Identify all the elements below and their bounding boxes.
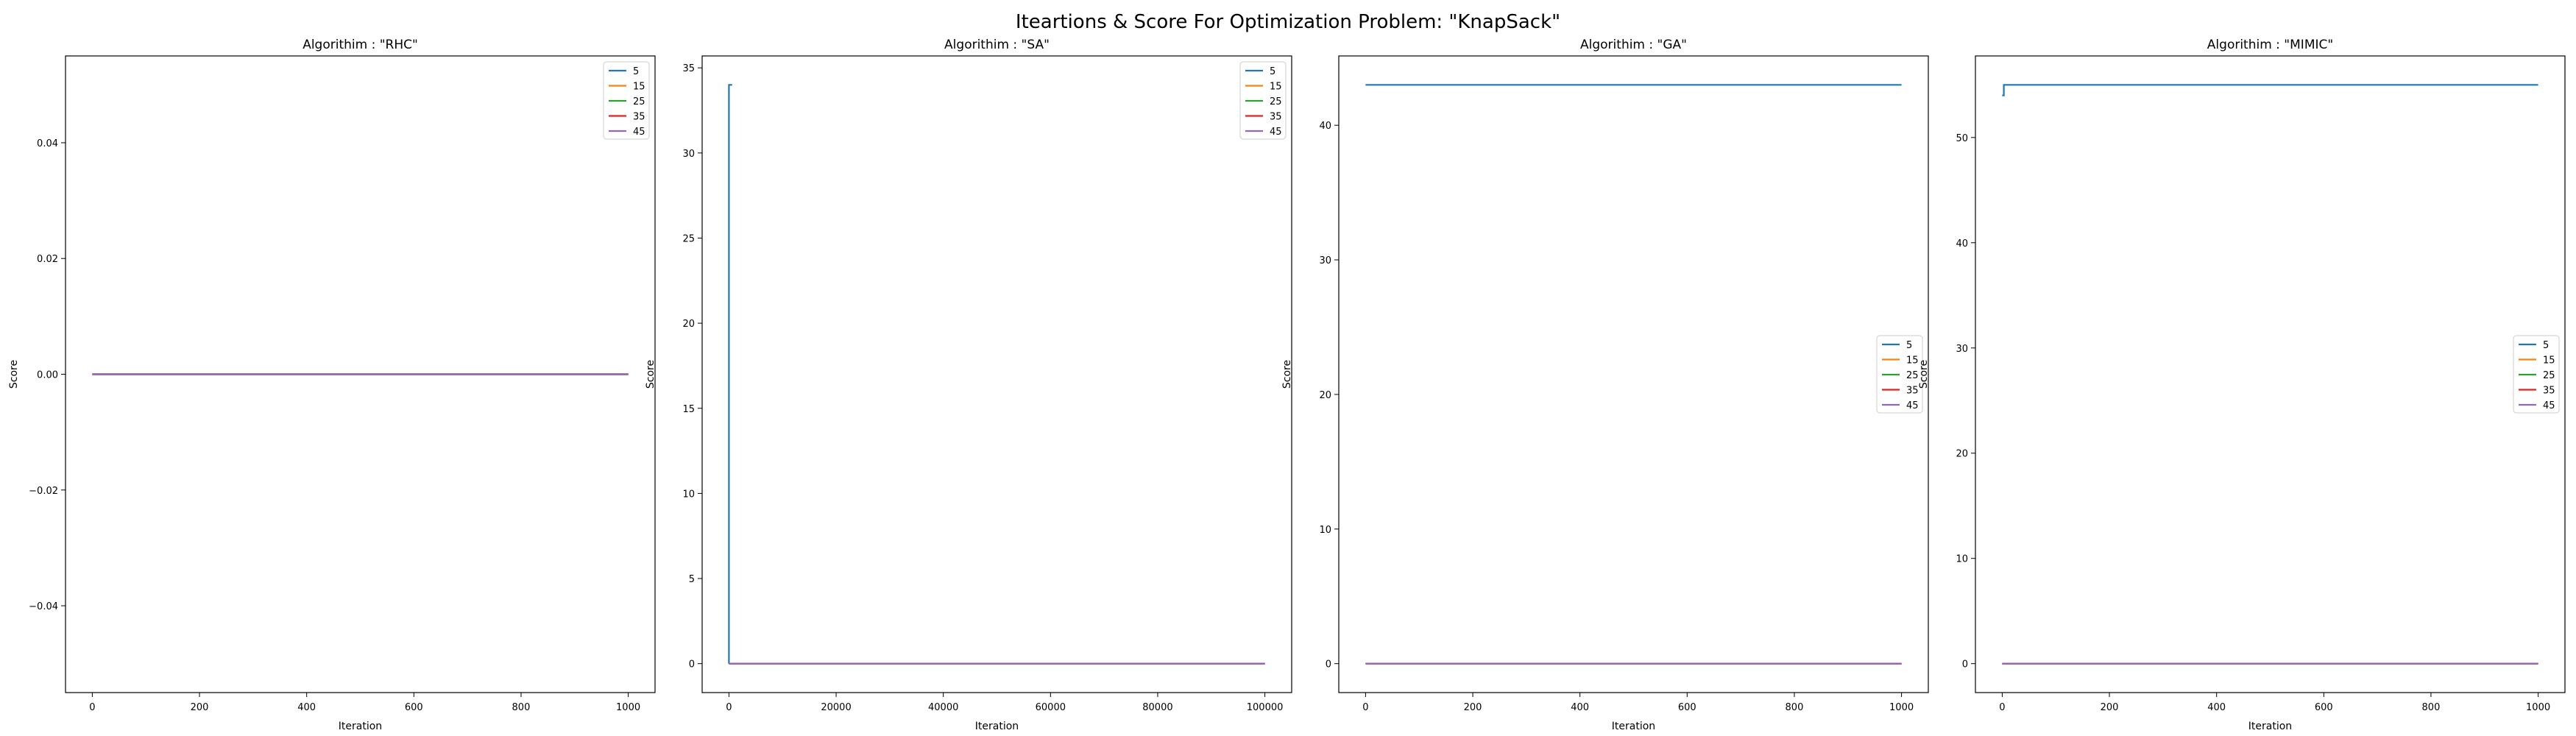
y-tick-label: 20 [682, 319, 695, 330]
legend-label: 25 [1906, 370, 1919, 381]
plot-frame [1975, 55, 2566, 693]
x-tick-label: 200 [1464, 702, 1482, 713]
y-tick-label: 20 [1319, 390, 1331, 401]
y-tick-label: 25 [682, 233, 695, 244]
y-tick-label: 30 [1319, 255, 1331, 266]
x-tick-label: 1000 [1889, 702, 1914, 713]
legend: 5 15 25 35 45 [1239, 61, 1287, 140]
x-axis-label: Iteration [975, 721, 1019, 732]
subplot-0: Algorithim : "RHC" Iteration Score 0 200 400 6… [8, 38, 656, 732]
legend-label: 5 [633, 66, 639, 77]
x-tick-label: 20000 [821, 702, 851, 713]
legend-label: 45 [1906, 400, 1919, 411]
y-tick-label: 0.04 [37, 138, 58, 149]
legend-label: 5 [2543, 340, 2549, 351]
legend: 5 15 25 35 45 [1876, 335, 1923, 414]
subplot-title: Algorithim : "GA" [1580, 38, 1687, 52]
y-tick-label: 10 [1956, 554, 1968, 565]
legend-label: 45 [633, 127, 645, 138]
subplot-1: Algorithim : "SA" Iteration Score 0 20000 400… [645, 38, 1292, 732]
legend-label: 5 [1906, 340, 1912, 351]
legend-label: 35 [1270, 112, 1282, 123]
legend-label: 25 [633, 96, 645, 107]
legend: 5 15 25 35 45 [603, 61, 650, 140]
subplot-title: Algorithim : "SA" [944, 38, 1050, 52]
y-tick-label: 0 [689, 659, 695, 670]
y-tick-label: 40 [1956, 238, 1968, 250]
x-tick-label: 600 [405, 702, 423, 713]
subplot-title: Algorithim : "MIMIC" [2207, 38, 2333, 52]
legend-label: 25 [2543, 370, 2555, 381]
y-axis-label: Score [8, 360, 20, 389]
series-line-5 [2002, 84, 2538, 96]
legend-label: 45 [2543, 400, 2555, 411]
x-tick-label: 800 [1786, 702, 1804, 713]
x-tick-label: 1000 [616, 702, 640, 713]
legend-label: 15 [2543, 355, 2555, 367]
x-tick-label: 600 [2315, 702, 2333, 713]
legend-label: 35 [633, 112, 645, 123]
legend-label: 35 [2543, 386, 2555, 397]
figure-title: Iteartions & Score For Optimization Prob… [1016, 11, 1560, 33]
x-tick-label: 400 [1571, 702, 1589, 713]
legend-label: 15 [1270, 82, 1282, 93]
plot-frame [1338, 55, 1929, 693]
legend-label: 25 [1270, 96, 1282, 107]
y-tick-label: 15 [682, 404, 695, 415]
x-tick-label: 200 [191, 702, 209, 713]
y-tick-label: 20 [1956, 449, 1968, 460]
x-tick-label: 60000 [1036, 702, 1066, 713]
y-tick-label: 35 [682, 63, 695, 74]
y-tick-label: −0.02 [29, 486, 58, 497]
y-tick-label: 0 [1962, 659, 1968, 670]
subplot-title: Algorithim : "RHC" [302, 38, 418, 52]
legend-label: 35 [1906, 386, 1919, 397]
y-tick-label: 10 [682, 489, 695, 500]
legend-label: 5 [1270, 66, 1275, 77]
legend-label: 45 [1270, 127, 1282, 138]
y-axis-label: Score [1918, 360, 1930, 389]
legend-label: 15 [1906, 355, 1919, 367]
y-axis-label: Score [1281, 360, 1293, 389]
x-tick-label: 1000 [2526, 702, 2550, 713]
x-tick-label: 0 [1362, 702, 1368, 713]
x-tick-label: 600 [1678, 702, 1696, 713]
x-axis-label: Iteration [2248, 721, 2292, 732]
x-tick-label: 800 [2422, 702, 2441, 713]
x-tick-label: 100000 [1247, 702, 1284, 713]
y-tick-label: −0.04 [29, 601, 58, 612]
x-tick-label: 0 [89, 702, 95, 713]
x-tick-label: 400 [297, 702, 316, 713]
plot-frame [65, 55, 656, 693]
y-tick-label: 0.02 [37, 254, 58, 265]
y-tick-label: 0 [1326, 659, 1331, 670]
y-tick-label: 30 [1956, 344, 1968, 355]
x-tick-label: 0 [726, 702, 732, 713]
x-axis-label: Iteration [1612, 721, 1655, 732]
y-tick-label: 0.00 [37, 370, 58, 381]
y-tick-label: 30 [682, 149, 695, 160]
y-tick-label: 50 [1956, 133, 1968, 144]
x-tick-label: 40000 [928, 702, 958, 713]
x-tick-label: 800 [512, 702, 531, 713]
x-tick-label: 200 [2101, 702, 2119, 713]
x-tick-label: 400 [2207, 702, 2226, 713]
legend: 5 15 25 35 45 [2513, 335, 2560, 414]
y-tick-label: 40 [1319, 121, 1331, 132]
y-tick-label: 5 [689, 574, 695, 585]
legend-label: 15 [633, 82, 645, 93]
series-line-5 [728, 84, 732, 664]
y-tick-label: 10 [1319, 525, 1331, 536]
plot-frame [701, 55, 1292, 693]
x-axis-label: Iteration [339, 721, 382, 732]
x-tick-label: 80000 [1142, 702, 1172, 713]
y-axis-label: Score [645, 360, 657, 389]
x-tick-label: 0 [1999, 702, 2005, 713]
